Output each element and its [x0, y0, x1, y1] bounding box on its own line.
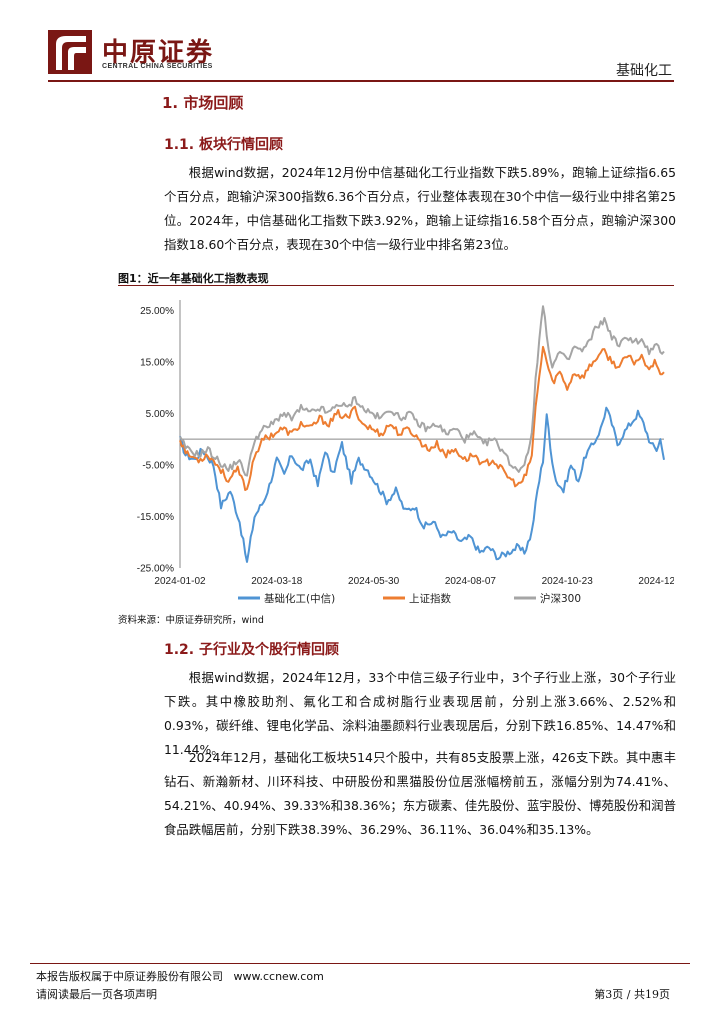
x-tick-label: 2024-10-23 — [542, 576, 594, 587]
chart-svg: 25.00%15.00%5.00%-5.00%-15.00%-25.00%202… — [137, 300, 690, 605]
section-label: 基础化工 — [616, 63, 672, 79]
figure-divider — [118, 285, 674, 286]
heading-sector-review: 1.1. 板块行情回顾 — [164, 137, 283, 153]
paragraph-stock-summary: 2024年12月，基础化工板块514只个股中，共有85支股票上涨，426支下跌。… — [164, 750, 676, 837]
heading-market-review: 1. 市场回顾 — [162, 94, 244, 112]
header-divider — [48, 80, 674, 82]
page-number: 第3页 / 共19页 — [594, 988, 670, 1001]
legend-label: 上证指数 — [409, 592, 451, 605]
figure-source: 资料来源：中原证券研究所，wind — [118, 615, 264, 626]
heading-subindustry-review: 1.2. 子行业及个股行情回顾 — [164, 642, 339, 658]
y-tick-label: 5.00% — [146, 409, 174, 420]
x-tick-label: 2024-05-30 — [348, 576, 400, 587]
page-header: 中原证券 CENTRAL CHINA SECURITIES 基础化工 — [0, 0, 724, 84]
copyright-text: 本报告版权属于中原证券股份有限公司 — [36, 970, 223, 983]
footer-divider — [30, 963, 690, 964]
company-logo — [48, 30, 92, 74]
y-tick-label: 25.00% — [140, 306, 174, 317]
footer-copyright: 本报告版权属于中原证券股份有限公司 www.ccnew.com — [36, 968, 324, 984]
x-tick-label: 2024-03-18 — [251, 576, 303, 587]
paragraph-subindustry-summary: 根据wind数据，2024年12月，33个中信三级子行业中，3个子行业上涨，30… — [164, 670, 676, 757]
y-tick-label: -5.00% — [142, 460, 174, 471]
y-tick-label: -25.00% — [137, 564, 174, 575]
y-tick-label: 15.00% — [140, 357, 174, 368]
index-performance-chart: 25.00% 15.00% 5.00% -5.00% -15.00% -25.00% 202… — [118, 288, 690, 608]
brand-name-en: CENTRAL CHINA SECURITIES — [102, 63, 213, 70]
figure-title: 图1：近一年基础化工指数表现 — [118, 272, 269, 285]
x-tick-label: 2024-01-02 — [154, 576, 206, 587]
y-tick-label: -15.00% — [137, 512, 174, 523]
paragraph-sector-summary: 根据wind数据，2024年12月份中信基础化工行业指数下跌5.89%，跑输上证… — [164, 165, 676, 252]
series-line-3 — [179, 305, 665, 477]
footer-disclaimer: 请阅读最后一页各项声明 — [36, 988, 157, 1001]
legend-label: 基础化工(中信) — [264, 592, 335, 605]
legend-label: 沪深300 — [540, 592, 581, 605]
x-tick-label: 2024-12-30 — [638, 576, 674, 587]
x-tick-label: 2024-08-07 — [445, 576, 497, 587]
website-link[interactable]: www.ccnew.com — [233, 970, 324, 983]
series-line-1 — [179, 406, 665, 563]
series-line-2 — [179, 345, 665, 491]
brand-name-cn: 中原证券 — [102, 38, 215, 68]
